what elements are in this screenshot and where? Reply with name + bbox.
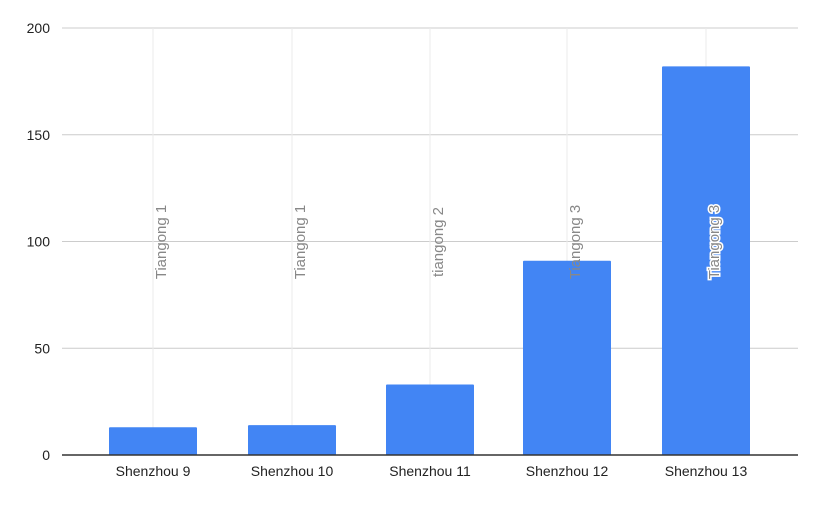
data-label-layer: Tiangong 1 Tiangong 1 tiangong 2 Tiangong 3… xyxy=(153,203,725,281)
bar-data-label: Tiangong 3 xyxy=(706,205,723,280)
x-tick-label: Shenzhou 13 xyxy=(665,463,748,479)
y-tick-label: 0 xyxy=(42,447,50,463)
bar-shenzhou-9 xyxy=(109,427,197,455)
bar-shenzhou-13 xyxy=(662,66,750,456)
y-tick-label: 150 xyxy=(27,127,51,143)
bar-data-label: tiangong 2 xyxy=(430,207,447,277)
x-tick-label: Shenzhou 9 xyxy=(116,463,191,479)
axis-layer: 0 50 100 150 200 Shenzhou 9 Shenzhou 10 Shenzho… xyxy=(27,20,798,479)
x-tick-label: Shenzhou 12 xyxy=(526,463,609,479)
bar-layer xyxy=(109,66,750,456)
bar-data-label: Tiangong 3 xyxy=(567,205,584,280)
bar-data-label: Tiangong 1 xyxy=(292,205,309,280)
y-tick-label: 100 xyxy=(27,234,51,250)
x-tick-label: Shenzhou 11 xyxy=(389,463,471,479)
x-tick-label: Shenzhou 10 xyxy=(251,463,334,479)
bar-shenzhou-11 xyxy=(386,384,474,455)
y-tick-label: 50 xyxy=(34,340,50,356)
bar-data-label: Tiangong 1 xyxy=(153,205,170,280)
bar-shenzhou-12 xyxy=(523,260,611,455)
bar-shenzhou-10 xyxy=(248,425,336,455)
y-tick-label: 200 xyxy=(27,20,51,36)
